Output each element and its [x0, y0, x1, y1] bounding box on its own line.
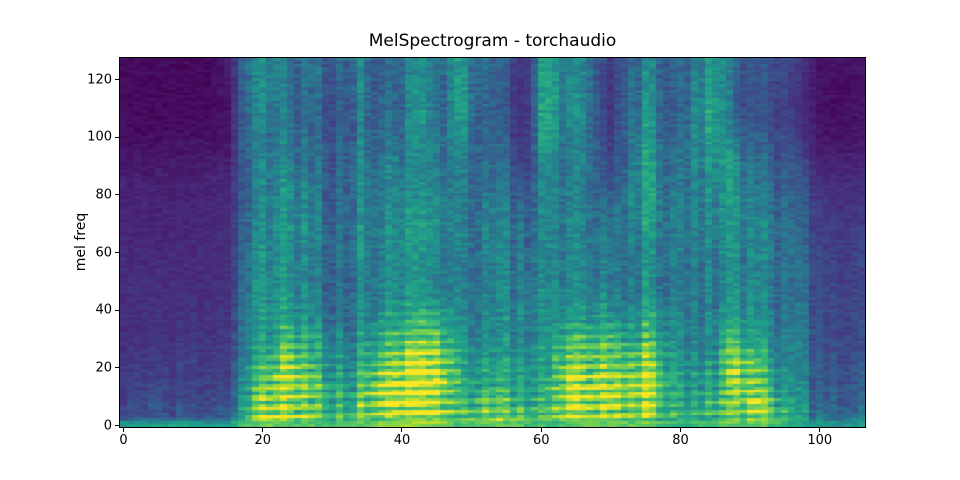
- y-tick-label: 100: [87, 129, 112, 145]
- y-tick-label: 0: [103, 418, 112, 434]
- x-tick-mark: [819, 428, 821, 432]
- y-tick-mark: [115, 367, 119, 369]
- y-tick-label: 60: [95, 245, 112, 261]
- y-tick-mark: [115, 194, 119, 196]
- y-tick-mark: [115, 136, 119, 138]
- x-tick-mark: [122, 428, 124, 432]
- y-axis-label: mel freq: [73, 212, 89, 272]
- spectrogram-canvas: [120, 58, 865, 427]
- x-tick-label: 0: [119, 433, 128, 448]
- x-tick-label: 60: [532, 433, 550, 448]
- x-tick-mark: [679, 428, 681, 432]
- x-tick-mark: [540, 428, 542, 432]
- chart-title: MelSpectrogram - torchaudio: [368, 31, 617, 51]
- x-tick-mark: [401, 428, 403, 432]
- x-tick-mark: [262, 428, 264, 432]
- y-tick-mark: [115, 79, 119, 81]
- y-tick-label: 120: [87, 72, 112, 88]
- x-tick-label: 20: [254, 433, 271, 448]
- x-tick-label: 100: [807, 433, 833, 448]
- y-tick-mark: [115, 309, 119, 311]
- y-tick-label: 80: [95, 187, 112, 203]
- y-tick-mark: [115, 425, 119, 427]
- plot-area: [119, 57, 866, 428]
- y-tick-label: 20: [95, 360, 112, 376]
- x-tick-label: 40: [393, 433, 411, 448]
- x-tick-label: 80: [672, 433, 689, 448]
- y-tick-mark: [115, 252, 119, 254]
- y-tick-label: 40: [95, 302, 112, 318]
